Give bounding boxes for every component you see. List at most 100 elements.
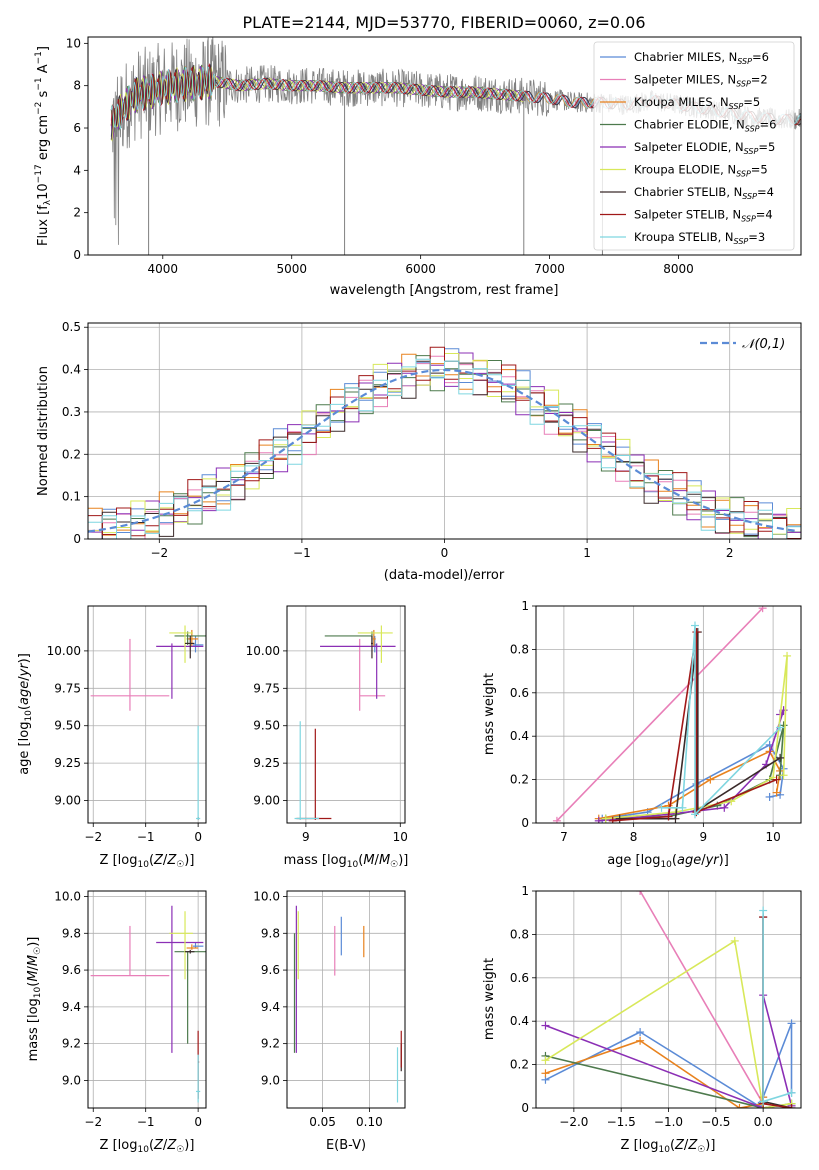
mw-z-xlabel: Z [log10(Z/Z☉)] bbox=[621, 1138, 716, 1155]
mass-ebv-frame bbox=[286, 890, 406, 1109]
x-tick-label: 1 bbox=[583, 546, 591, 560]
y-tick-label: 10.00 bbox=[246, 644, 280, 658]
mass-weight-line bbox=[598, 709, 785, 822]
mass-ebv-marks bbox=[293, 905, 402, 1103]
x-tick-label: 0.0 bbox=[754, 1115, 773, 1129]
series-chabrier-stelib bbox=[759, 913, 796, 1108]
plus-marker bbox=[772, 788, 781, 797]
age-mass-grid bbox=[287, 606, 405, 823]
legend-label-chabrier-stelib: Chabrier STELIB, NSSP=4 bbox=[634, 185, 774, 201]
y-tick-label: 4 bbox=[73, 163, 81, 177]
x-tick-label: 5000 bbox=[276, 262, 307, 276]
mw-age-xlabel: age [log10(age/yr)] bbox=[607, 853, 729, 870]
legend-subscript: SSP bbox=[741, 215, 756, 224]
y-tick-label: 0 bbox=[73, 248, 81, 262]
age-z-marks bbox=[90, 625, 206, 821]
legend-count: =2 bbox=[751, 73, 768, 87]
age-vs-metallicity-panel: −2 −1 0 9.00 9.25 9.50 9.75 10.00 Z [log10(Z/Z☉… bbox=[17, 605, 207, 870]
mass-ebv-grid bbox=[287, 891, 405, 1108]
mass-z-grid bbox=[88, 891, 206, 1108]
series-kroupa-stelib bbox=[657, 621, 785, 819]
y-tick-label: 0.2 bbox=[510, 773, 529, 787]
x-tick-label: 2 bbox=[726, 546, 734, 560]
mass-vs-metallicity-panel: −2 −1 0 9.0 9.2 9.4 9.6 9.8 10.0 Z [log10(Z/Z☉)]… bbox=[26, 890, 207, 1155]
legend-label-kroupa-miles: Kroupa MILES, NSSP=5 bbox=[634, 95, 760, 111]
plus-marker bbox=[787, 1088, 796, 1097]
normal-distribution-curve bbox=[88, 368, 799, 533]
errorbar-kroupa-elodie bbox=[169, 911, 193, 980]
errorbar-salpeter-miles bbox=[90, 925, 170, 977]
y-tick-label: 9.8 bbox=[261, 926, 280, 940]
legend-model-text: Kroupa MILES, N bbox=[634, 95, 729, 109]
legend-label-salpeter-elodie: Salpeter ELODIE, NSSP=5 bbox=[634, 140, 775, 156]
y-tick-label: 9.25 bbox=[54, 756, 81, 770]
mw-age-grid bbox=[536, 605, 801, 824]
plus-marker bbox=[552, 816, 561, 823]
age-z-xlabel: Z [log10(Z/Z☉)] bbox=[100, 853, 195, 870]
y-tick-label: 0.6 bbox=[510, 686, 529, 700]
mw-age-frame bbox=[535, 605, 802, 824]
age-z-grid bbox=[88, 606, 206, 823]
errorbar-salpeter-elodie bbox=[320, 643, 396, 699]
errorbar-chabrier-stelib bbox=[185, 949, 195, 954]
plus-marker bbox=[776, 753, 785, 762]
errorbar-kroupa-elodie bbox=[357, 625, 393, 663]
plus-marker bbox=[541, 1069, 550, 1078]
y-tick-label: 6 bbox=[73, 121, 81, 135]
x-tick-label: 9 bbox=[302, 830, 310, 844]
y-tick-label: 0 bbox=[521, 816, 529, 830]
x-tick-label: 7000 bbox=[534, 262, 565, 276]
y-tick-label: 9.50 bbox=[54, 719, 81, 733]
x-tick-label: 9 bbox=[700, 830, 708, 844]
plus-marker bbox=[765, 792, 774, 801]
age-mass-frame bbox=[286, 605, 406, 824]
series-salpeter-miles bbox=[552, 606, 767, 823]
y-tick-label: 9.0 bbox=[62, 1073, 81, 1087]
legend-label-kroupa-stelib: Kroupa STELIB, NSSP=3 bbox=[634, 230, 765, 246]
legend-count: =4 bbox=[756, 208, 773, 222]
histogram-ticks: −2 −1 0 1 2 0 0.1 0.2 0.3 0.4 0.5 bbox=[62, 320, 734, 560]
x-tick-label: 4000 bbox=[148, 262, 179, 276]
mass-weight-vs-metallicity-panel: −2.0 −1.5 −1.0 −0.5 0.0 0 0.2 0.4 0.6 0.8 1 Z [log… bbox=[482, 884, 802, 1155]
residual-histogram-panel: 𝒩(0,1) −2 −1 0 1 2 0 0.1 0.2 0.3 0.4 0.5 (data-mod… bbox=[36, 320, 802, 583]
histogram-ylabel: Normed distribution bbox=[36, 366, 51, 496]
legend-count: =3 bbox=[748, 230, 765, 244]
plus-marker bbox=[776, 723, 785, 732]
age-z-ylabel: age [log10(age/yr)] bbox=[17, 653, 34, 775]
x-tick-label: 0 bbox=[441, 546, 449, 560]
y-tick-label: 0.1 bbox=[62, 490, 81, 504]
plus-marker bbox=[615, 814, 624, 823]
plus-marker bbox=[720, 803, 729, 812]
y-tick-label: 0.4 bbox=[510, 729, 529, 743]
y-tick-label: 9.8 bbox=[62, 926, 81, 940]
x-tick-label: −0.5 bbox=[701, 1115, 730, 1129]
mw-z-ticks: −2.0 −1.5 −1.0 −0.5 0.0 0 0.2 0.4 0.6 0.8 1 bbox=[510, 884, 773, 1129]
y-tick-label: 9.0 bbox=[261, 1073, 280, 1087]
y-tick-label: 9.00 bbox=[54, 794, 81, 808]
errorbar-kroupa-stelib bbox=[196, 1054, 201, 1103]
mass-ebv-ticks: 0.05 0.10 9.0 9.2 9.4 9.6 9.8 10.0 bbox=[253, 890, 382, 1129]
errorbar-chabrier-elodie bbox=[174, 951, 206, 1044]
legend-label-salpeter-miles: Salpeter MILES, NSSP=2 bbox=[634, 73, 768, 89]
legend-subscript: SSP bbox=[744, 147, 759, 156]
x-tick-label: 0 bbox=[194, 1115, 202, 1129]
mass-weight-line bbox=[556, 607, 764, 822]
errorbar-salpeter-elodie bbox=[156, 905, 204, 1053]
plus-marker bbox=[636, 891, 645, 895]
y-tick-label: 0.3 bbox=[62, 405, 81, 419]
plus-marker bbox=[636, 1028, 645, 1037]
errorbar-kroupa-stelib bbox=[294, 721, 320, 821]
legend-subscript: SSP bbox=[736, 170, 751, 179]
y-tick-label: 9.25 bbox=[253, 756, 280, 770]
legend-subscript: SSP bbox=[737, 57, 752, 66]
mass-weight-line bbox=[545, 1039, 764, 1108]
y-tick-label: 0.8 bbox=[510, 642, 529, 656]
mw-age-ylabel: mass weight bbox=[482, 673, 497, 755]
plus-marker bbox=[636, 1036, 645, 1045]
y-tick-label: 10.0 bbox=[253, 890, 280, 904]
plus-marker bbox=[594, 816, 603, 823]
y-tick-label: 9.50 bbox=[253, 719, 280, 733]
x-tick-label: −1 bbox=[137, 830, 155, 844]
